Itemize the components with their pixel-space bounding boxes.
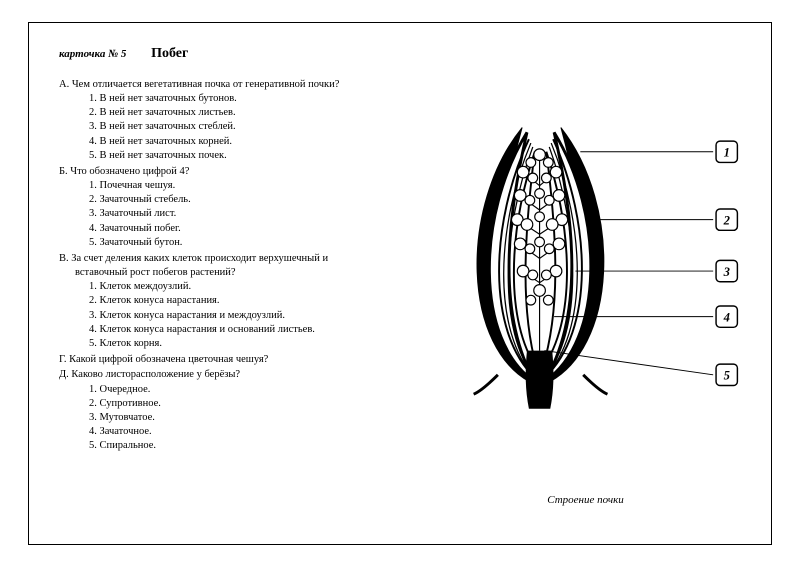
question-letter: Д. xyxy=(59,369,69,380)
option: 3. Клеток конуса нарастания и междоузлий… xyxy=(89,309,382,323)
question: В. За счет деления каких клеток происход… xyxy=(59,252,382,351)
question-text-cont: вставочный рост побегов растений? xyxy=(59,266,382,280)
option: 4. Клеток конуса нарастания и оснований … xyxy=(89,323,382,337)
question-letter: Г. xyxy=(59,354,67,365)
option: 2. Клеток конуса нарастания. xyxy=(89,294,382,308)
question-text: За счет деления каких клеток происходит … xyxy=(71,253,328,264)
stem-base xyxy=(526,351,554,409)
option: 5. В ней нет зачаточных почек. xyxy=(89,149,382,163)
bud-diagram: 1 2 3 4 5 xyxy=(430,93,750,453)
options-list: 1. Почечная чешуя.2. Зачаточный стебель.… xyxy=(59,179,382,250)
option: 3. Зачаточный лист. xyxy=(89,207,382,221)
options-list: 1. Клеток междоузлий.2. Клеток конуса на… xyxy=(59,280,382,351)
question-text: Что обозначено цифрой 4? xyxy=(70,166,189,177)
option: 2. Супротивное. xyxy=(89,397,382,411)
label-number: 5 xyxy=(724,369,730,383)
option: 3. Мутовчатое. xyxy=(89,411,382,425)
option: 2. В ней нет зачаточных листьев. xyxy=(89,106,382,120)
question-text: Каково листорасположение у берёзы? xyxy=(71,369,240,380)
page-border: карточка № 5 Побег А. Чем отличается вег… xyxy=(28,22,772,545)
label-number: 2 xyxy=(723,214,731,228)
option: 1. В ней нет зачаточных бутонов. xyxy=(89,92,382,106)
diagram-column: 1 2 3 4 5 Строение почки xyxy=(400,23,771,544)
option: 1. Почечная чешуя. xyxy=(89,179,382,193)
option: 5. Клеток корня. xyxy=(89,337,382,351)
question-text: Какой цифрой обозначена цветочная чешуя? xyxy=(69,354,268,365)
option: 1. Клеток междоузлий. xyxy=(89,280,382,294)
label-number: 1 xyxy=(724,146,730,160)
options-list: 1. Очередное.2. Супротивное.3. Мутовчато… xyxy=(59,383,382,454)
option: 5. Зачаточный бутон. xyxy=(89,236,382,250)
label-number: 4 xyxy=(723,310,730,324)
option: 5. Спиральное. xyxy=(89,439,382,453)
card-title: Побег xyxy=(151,46,188,61)
question-letter: А. xyxy=(59,79,69,90)
option: 4. Зачаточный побег. xyxy=(89,222,382,236)
diagram-caption: Строение почки xyxy=(400,494,771,506)
question: А. Чем отличается вегетативная почка от … xyxy=(59,78,382,163)
text-column: карточка № 5 Побег А. Чем отличается вег… xyxy=(29,23,400,544)
label-number: 3 xyxy=(723,265,730,279)
question-letter: Б. xyxy=(59,166,68,177)
questions-block: А. Чем отличается вегетативная почка от … xyxy=(59,78,382,453)
question-text: Чем отличается вегетативная почка от ген… xyxy=(72,79,340,90)
question: Б. Что обозначено цифрой 4? 1. Почечная ч… xyxy=(59,165,382,250)
header: карточка № 5 Побег xyxy=(59,45,382,64)
question: Д. Каково листорасположение у берёзы? 1. … xyxy=(59,368,382,453)
option: 4. В ней нет зачаточных корней. xyxy=(89,135,382,149)
card-number: карточка № 5 xyxy=(59,48,126,60)
options-list: 1. В ней нет зачаточных бутонов.2. В ней… xyxy=(59,92,382,163)
option: 2. Зачаточный стебель. xyxy=(89,193,382,207)
option: 3. В ней нет зачаточных стеблей. xyxy=(89,120,382,134)
option: 1. Очередное. xyxy=(89,383,382,397)
question-letter: В. xyxy=(59,253,69,264)
option: 4. Зачаточное. xyxy=(89,425,382,439)
question: Г. Какой цифрой обозначена цветочная чеш… xyxy=(59,353,382,367)
